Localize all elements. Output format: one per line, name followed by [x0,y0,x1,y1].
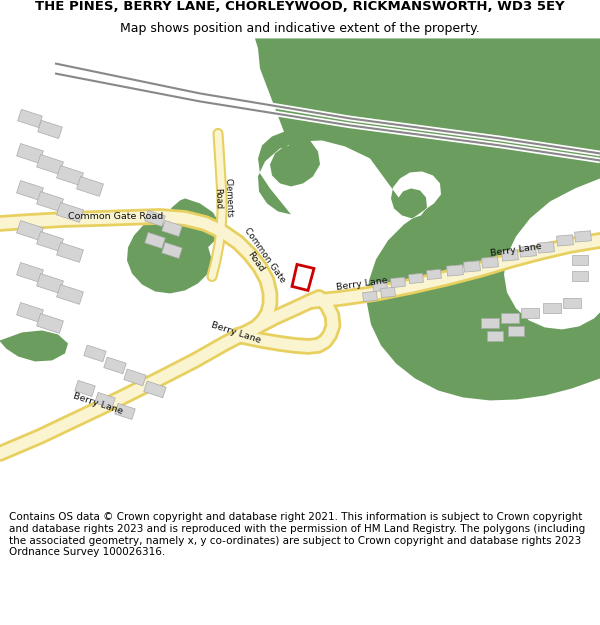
Bar [17,262,43,282]
Bar [520,246,536,257]
Bar [563,298,581,308]
Bar [362,291,377,301]
Bar [543,303,561,314]
Polygon shape [127,211,212,294]
Bar [572,271,588,281]
Polygon shape [292,264,314,291]
Bar [538,242,554,253]
Bar [56,242,83,262]
Text: Common Gate
Road: Common Gate Road [233,226,287,291]
Bar [56,166,83,186]
Bar [575,231,592,242]
Text: Common Gate Road: Common Gate Road [68,213,163,221]
Bar [487,331,503,341]
Bar [17,221,43,241]
Bar [115,403,135,419]
Bar [84,345,106,362]
Bar [162,242,182,259]
Bar [373,281,388,291]
Bar [37,231,64,251]
Polygon shape [255,39,600,401]
Bar [446,265,463,276]
Polygon shape [163,199,220,251]
Bar [17,144,43,163]
Polygon shape [0,331,68,361]
Bar [124,369,146,386]
Bar [38,121,62,139]
Bar [521,308,539,318]
Bar [95,392,115,409]
Bar [37,274,64,293]
Bar [557,235,574,246]
Text: Berry Lane: Berry Lane [210,321,262,346]
Bar [464,261,481,272]
Text: THE PINES, BERRY LANE, CHORLEYWOOD, RICKMANSWORTH, WD3 5EY: THE PINES, BERRY LANE, CHORLEYWOOD, RICK… [35,0,565,13]
Text: Berry Lane: Berry Lane [490,242,542,259]
Bar [380,288,395,298]
Bar [481,318,499,329]
Bar [502,250,518,261]
Bar [37,191,64,211]
Text: Berry Lane: Berry Lane [72,392,124,416]
Bar [77,176,103,196]
Text: Clements
Road: Clements Road [212,178,233,219]
Bar [17,109,43,128]
Bar [56,202,83,222]
Bar [37,154,64,174]
Bar [37,314,64,333]
Bar [508,326,524,336]
Bar [17,181,43,201]
Bar [75,381,95,396]
Bar [391,278,406,288]
Bar [144,381,166,398]
Bar [145,232,165,249]
Bar [17,302,43,322]
Bar [409,273,424,284]
Text: Contains OS data © Crown copyright and database right 2021. This information is : Contains OS data © Crown copyright and d… [9,512,585,557]
Text: Berry Lane: Berry Lane [336,276,388,292]
Bar [572,256,588,266]
Bar [145,211,165,226]
Bar [427,269,442,279]
Bar [56,284,83,304]
Text: Map shows position and indicative extent of the property.: Map shows position and indicative extent… [120,22,480,36]
Bar [162,221,182,236]
Bar [104,357,126,374]
Bar [482,257,499,268]
Bar [501,314,519,324]
